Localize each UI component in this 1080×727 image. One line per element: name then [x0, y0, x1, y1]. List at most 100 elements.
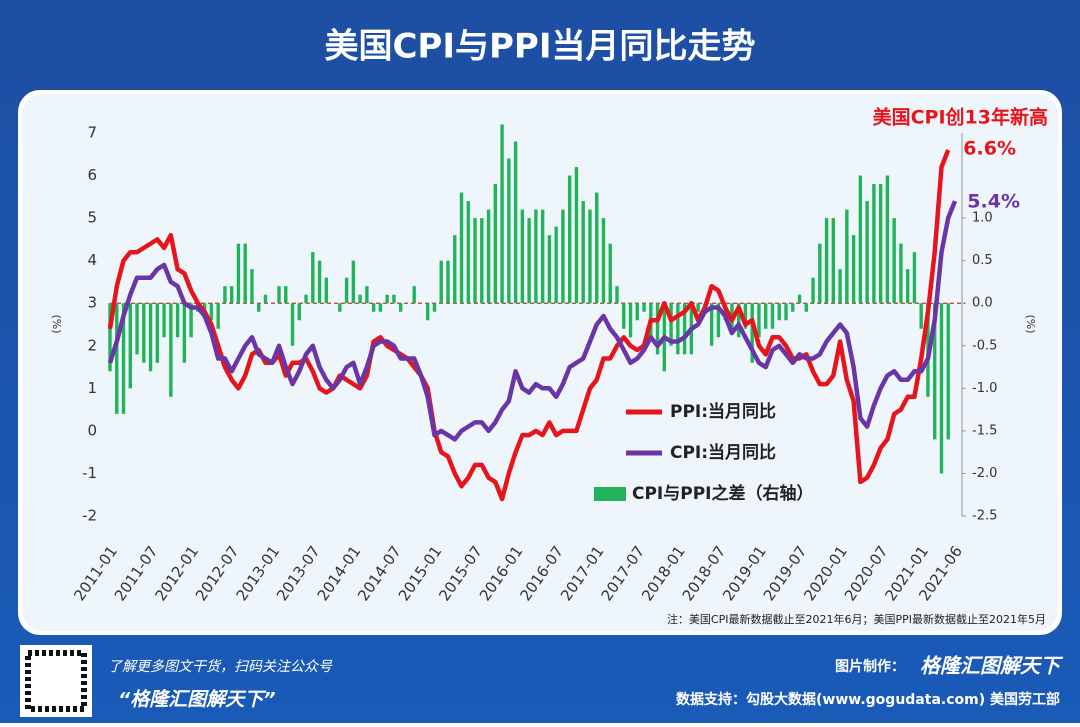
bar [169, 303, 173, 397]
bar [642, 303, 646, 312]
y-tick-label: 3 [87, 294, 97, 312]
bar [121, 303, 126, 414]
legend-swatch [594, 487, 626, 501]
bar [128, 303, 132, 389]
bar [818, 243, 822, 304]
y-tick-label: 1 [87, 379, 97, 397]
bar [912, 252, 917, 304]
bar [513, 141, 518, 304]
bar [162, 303, 166, 338]
bar [324, 277, 329, 304]
bar [297, 303, 301, 321]
bar [507, 158, 511, 304]
bar [385, 294, 389, 304]
bar [845, 209, 849, 304]
bar [311, 252, 315, 304]
bar [567, 175, 572, 304]
y-tick-label: -2 [82, 507, 97, 525]
bar [905, 269, 910, 304]
bar [784, 303, 788, 321]
y2-tick-label: 0.0 [972, 296, 993, 311]
bar [182, 303, 187, 363]
bar [317, 260, 322, 304]
title: 美国CPI与PPI当月同比走势 [324, 27, 755, 67]
bar [426, 303, 430, 321]
bar [838, 269, 842, 304]
y2-tick-label: -1.5 [972, 423, 997, 438]
bar [344, 277, 349, 304]
bar [250, 269, 254, 304]
y-tick-label: -1 [82, 464, 97, 482]
y2-axis-label: (%) [1024, 314, 1037, 333]
bar [520, 209, 525, 304]
bar [527, 218, 531, 304]
bar [216, 303, 220, 329]
bar [142, 303, 146, 363]
bar [824, 218, 829, 304]
bar [371, 303, 376, 312]
bar [446, 260, 450, 304]
bar [682, 303, 687, 355]
bar [581, 201, 585, 304]
bar [797, 294, 802, 304]
bar [858, 175, 863, 304]
y-tick-label: 7 [87, 124, 97, 142]
bar [439, 260, 443, 304]
bar [108, 303, 112, 372]
bar [277, 286, 281, 304]
bar [716, 303, 721, 338]
bar [831, 218, 836, 304]
bar [696, 303, 700, 312]
bar [432, 303, 437, 312]
bar [236, 243, 241, 304]
bar [804, 303, 808, 312]
bar [574, 167, 579, 304]
bar [202, 303, 207, 312]
y2-tick-label: 0.5 [972, 253, 993, 268]
y2-tick-label: -2.0 [972, 466, 997, 481]
bar [676, 303, 680, 355]
bar [486, 209, 491, 304]
bar [459, 192, 464, 304]
bar [885, 175, 890, 304]
qr-code [20, 645, 92, 717]
bar [595, 192, 599, 304]
bar [257, 303, 261, 312]
bar [290, 303, 295, 346]
bar [608, 243, 612, 304]
bar [750, 303, 754, 363]
bar [709, 303, 714, 346]
bar [115, 303, 119, 414]
made-by-label: 图片制作： [835, 658, 905, 675]
line [107, 200, 958, 442]
bar [851, 235, 856, 304]
bar [939, 303, 944, 474]
bar [635, 303, 639, 321]
bar [919, 303, 923, 329]
bar [540, 209, 545, 304]
bar [189, 303, 193, 338]
legend-label: CPI与PPI之差（右轴） [632, 483, 814, 504]
bar [243, 243, 247, 304]
panel-inner [22, 94, 1058, 631]
bar [412, 286, 416, 304]
bar [757, 303, 761, 338]
y-tick-label: 0 [87, 421, 97, 439]
bar [622, 303, 626, 329]
note: 注：美国CPI最新数据截止至2021年6月；美国PPI最新数据截止至2021年5… [667, 612, 1046, 626]
bar [601, 218, 606, 304]
bar [946, 303, 950, 440]
bar [398, 303, 403, 312]
bar [588, 209, 592, 304]
bar [878, 184, 883, 304]
bar [338, 303, 342, 312]
bar [933, 303, 937, 440]
bar [764, 303, 768, 329]
bar [791, 303, 795, 312]
y-axis-label: (%) [50, 314, 63, 333]
bar [304, 294, 308, 304]
y-tick-label: 4 [87, 251, 97, 269]
bar [736, 303, 741, 338]
annotation: 美国CPI创13年新高 [873, 106, 1048, 129]
